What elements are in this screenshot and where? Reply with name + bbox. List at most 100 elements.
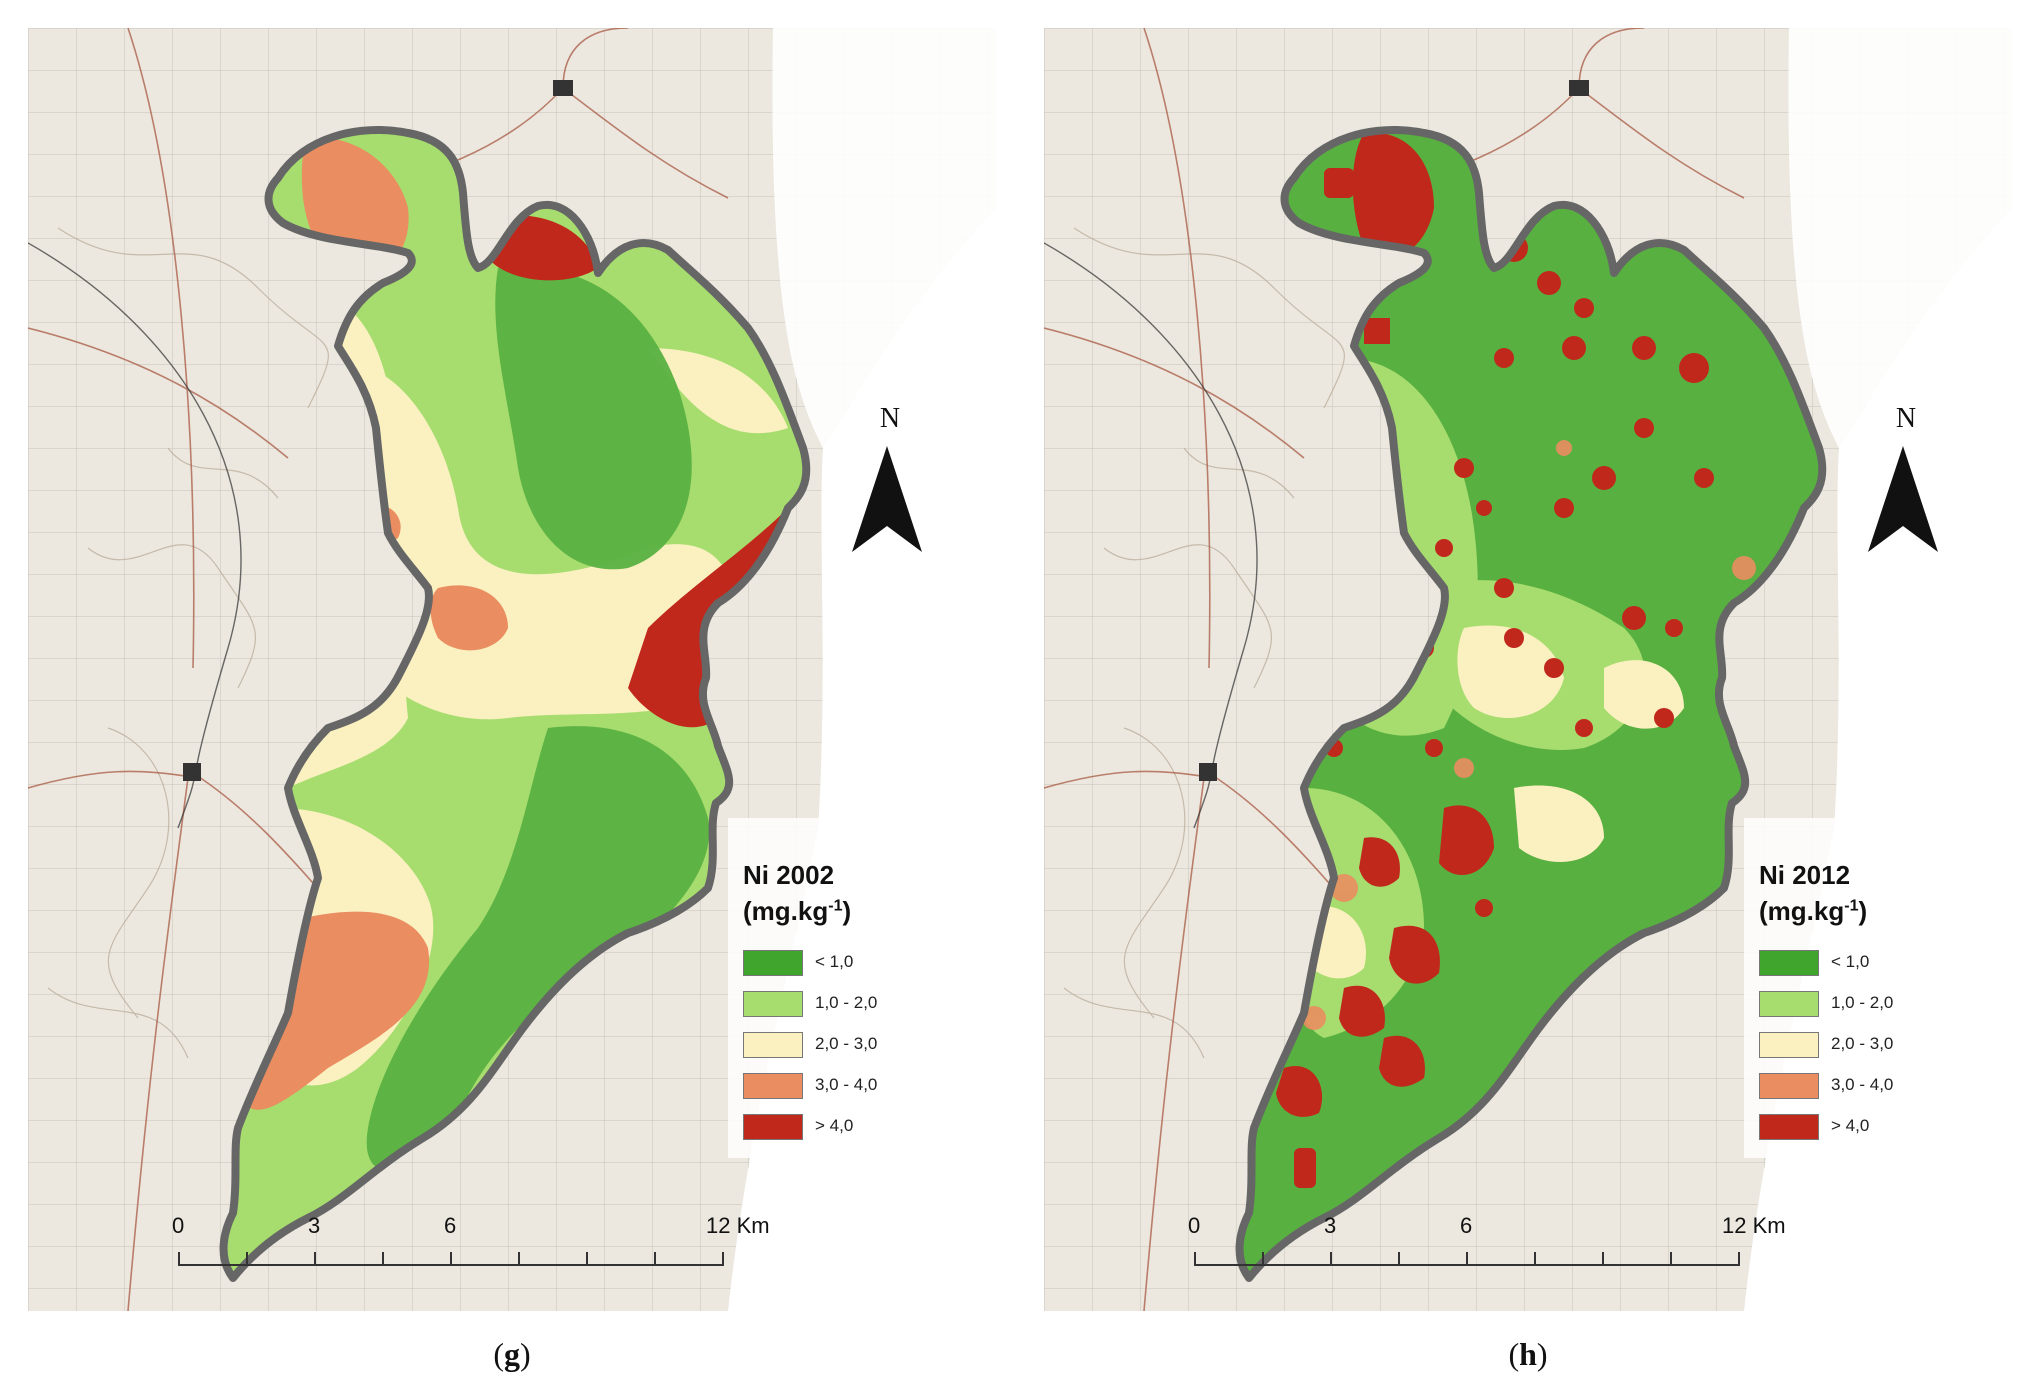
hotspot	[1679, 353, 1709, 383]
legend-label: > 4,0	[815, 1116, 854, 1135]
legend-item: 3,0 - 4,0	[743, 1073, 973, 1099]
scale-label: 3	[308, 1213, 321, 1238]
scale-tick	[1398, 1252, 1400, 1266]
legend-title: Ni 2012	[1759, 860, 1851, 890]
hotspot	[1389, 925, 1440, 984]
scale-label: 12 Km	[706, 1213, 770, 1238]
hotspot	[1632, 336, 1656, 360]
scale-label: 6	[444, 1213, 457, 1238]
map-panel-h: N Ni 2012 (mg.kg-1) < 1,0 1,0 - 2,0 2,0 …	[1044, 28, 2012, 1311]
legend-item: < 1,0	[743, 950, 973, 976]
scale-bar: 0 3 6 12 Km	[1188, 1208, 1794, 1288]
hotspot	[1562, 336, 1586, 360]
legend-swatch	[1759, 1032, 1819, 1058]
legend-swatch	[743, 1114, 803, 1140]
scale-tick	[1534, 1252, 1536, 1266]
map-canvas-g	[28, 28, 996, 1311]
legend-item: 3,0 - 4,0	[1759, 1073, 1989, 1099]
legend-g: Ni 2002 (mg.kg-1) < 1,0 1,0 - 2,0 2,0 - …	[728, 818, 978, 1158]
scale-label: 12 Km	[1722, 1213, 1786, 1238]
legend-unit: (mg.kg-1)	[1759, 896, 1868, 926]
hotspot	[1494, 348, 1514, 368]
north-arrow-icon	[1868, 446, 1938, 552]
scale-tick	[1602, 1252, 1604, 1266]
scale-label: 3	[1324, 1213, 1337, 1238]
scale-tick	[1194, 1252, 1196, 1266]
hotspot	[1654, 708, 1674, 728]
legend-unit: (mg.kg-1)	[743, 896, 852, 926]
scale-tick	[450, 1252, 452, 1266]
legend-swatch	[1759, 1073, 1819, 1099]
hotspot	[1592, 466, 1616, 490]
hotspot	[1634, 418, 1654, 438]
legend-label: 2,0 - 3,0	[815, 1034, 878, 1053]
legend-label: 1,0 - 2,0	[815, 993, 878, 1012]
hotspot	[1364, 318, 1390, 344]
scale-tick	[1262, 1252, 1264, 1266]
legend-label: > 4,0	[1831, 1116, 1870, 1135]
scale-tick	[1738, 1252, 1740, 1266]
scale-tick	[246, 1252, 248, 1266]
scale-tick	[722, 1252, 724, 1266]
scale-tick	[314, 1252, 316, 1266]
scale-tick	[1670, 1252, 1672, 1266]
hotspot	[1276, 1066, 1323, 1117]
scale-label: 0	[1188, 1213, 1201, 1238]
legend-label: < 1,0	[815, 952, 854, 971]
hotspot	[1622, 606, 1646, 630]
scale-tick	[586, 1252, 588, 1266]
hotspot	[1379, 1035, 1425, 1087]
legend-item: 1,0 - 2,0	[743, 991, 973, 1017]
legend-item: 2,0 - 3,0	[1759, 1032, 1989, 1058]
legend-swatch	[743, 950, 803, 976]
hotspot	[1554, 498, 1574, 518]
legend-label: 3,0 - 4,0	[815, 1075, 878, 1094]
legend-label: 2,0 - 3,0	[1831, 1034, 1894, 1053]
hotspot	[1435, 539, 1453, 557]
hotspot	[1537, 271, 1561, 295]
north-label: N	[879, 403, 901, 434]
hotspot	[1575, 719, 1593, 737]
scale-bar: 0 3 6 12 Km	[172, 1208, 778, 1288]
legend-swatch	[743, 1073, 803, 1099]
legend-title: Ni 2002	[743, 860, 835, 890]
scale-label: 6	[1460, 1213, 1473, 1238]
hotspot	[1359, 837, 1400, 887]
hotspot	[1425, 739, 1443, 757]
legend-label: 1,0 - 2,0	[1831, 993, 1894, 1012]
hotspot	[1324, 168, 1354, 198]
hotspot	[1454, 458, 1474, 478]
panel-caption-h: (h)	[1508, 1336, 1548, 1372]
map-panel-g: N Ni 2002 (mg.kg-1) < 1,0 1,0 - 2,0 2,0 …	[28, 28, 996, 1311]
north-arrow-icon	[852, 446, 922, 552]
hotspot-moderate	[1454, 758, 1474, 778]
town-marker-north	[553, 80, 573, 96]
legend-swatch	[1759, 1114, 1819, 1140]
hotspot	[1339, 985, 1385, 1037]
hotspot	[1475, 899, 1493, 917]
hotspot	[1476, 500, 1492, 516]
scale-tick	[654, 1252, 656, 1266]
hotspot	[1504, 628, 1524, 648]
legend-item: < 1,0	[1759, 950, 1989, 976]
legend-item: > 4,0	[1759, 1114, 1989, 1140]
scale-tick	[518, 1252, 520, 1266]
study-area-boundary	[1235, 126, 1827, 1282]
legend-h: Ni 2012 (mg.kg-1) < 1,0 1,0 - 2,0 2,0 - …	[1744, 818, 1994, 1158]
scale-tick	[1330, 1252, 1332, 1266]
hotspot	[1294, 1148, 1316, 1188]
hotspot-moderate	[1732, 556, 1756, 580]
hotspot	[1574, 298, 1594, 318]
town-marker-south	[183, 763, 201, 781]
legend-item: > 4,0	[743, 1114, 973, 1140]
legend-swatch	[1759, 950, 1819, 976]
scale-tick	[178, 1252, 180, 1266]
scale-tick	[382, 1252, 384, 1266]
panel-caption-g: (g)	[493, 1336, 531, 1372]
legend-item: 1,0 - 2,0	[1759, 991, 1989, 1017]
legend-item: 2,0 - 3,0	[743, 1032, 973, 1058]
map-canvas-h	[1044, 28, 2012, 1311]
scale-label: 0	[172, 1213, 185, 1238]
town-marker-south	[1199, 763, 1217, 781]
legend-swatch	[743, 991, 803, 1017]
